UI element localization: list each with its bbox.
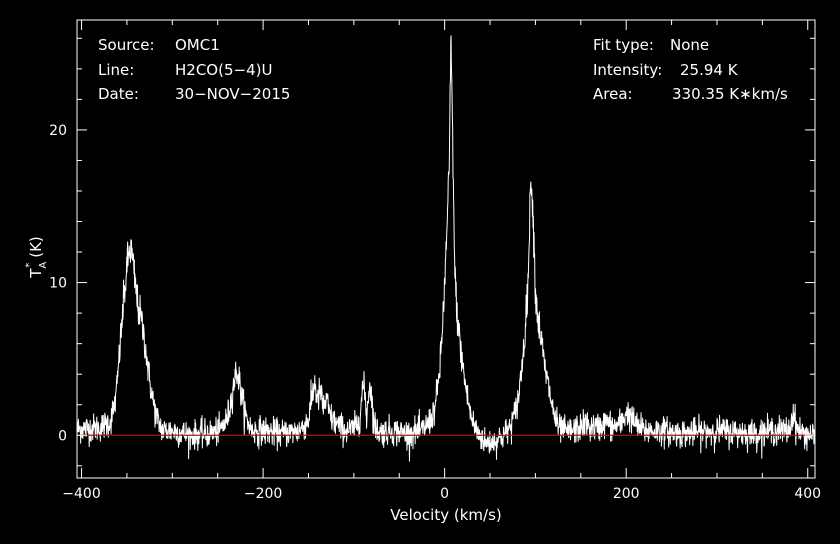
info-block-right: Fit type: None Intensity: 25.94 K Area: … bbox=[593, 36, 788, 103]
info-fit-label: Fit type: bbox=[593, 36, 654, 54]
y-axis-label-superscript: * bbox=[24, 263, 35, 268]
info-line-label: Line: bbox=[98, 61, 134, 79]
axis-ticks bbox=[77, 20, 815, 478]
info-source-value: OMC1 bbox=[175, 36, 220, 54]
info-fit-value: None bbox=[670, 36, 709, 54]
x-tick-label: −400 bbox=[62, 486, 100, 502]
info-intensity-value: 25.94 K bbox=[680, 61, 739, 79]
y-axis-label-subscript: A bbox=[38, 262, 49, 269]
info-source-label: Source: bbox=[98, 36, 155, 54]
info-area-label: Area: bbox=[593, 85, 633, 103]
axis-tick-labels: −400 −200 0 200 400 0 10 20 bbox=[49, 123, 821, 502]
y-tick-label: 20 bbox=[49, 123, 67, 139]
x-tick-label: 200 bbox=[613, 486, 640, 502]
info-line-value: H2CO(5−4)U bbox=[175, 61, 272, 79]
x-axis-label: Velocity (km/s) bbox=[390, 506, 501, 524]
x-tick-label: 400 bbox=[794, 486, 821, 502]
y-tick-label: 0 bbox=[58, 428, 67, 444]
info-block-left: Source: OMC1 Line: H2CO(5−4)U Date: 30−N… bbox=[98, 36, 290, 103]
info-date-label: Date: bbox=[98, 85, 139, 103]
y-tick-label: 10 bbox=[49, 276, 67, 292]
x-tick-label: −200 bbox=[244, 486, 282, 502]
plot-frame bbox=[76, 19, 816, 479]
info-area-value: 330.35 K∗km/s bbox=[672, 85, 788, 103]
spectrum-series-line bbox=[76, 35, 815, 462]
y-axis-label-unit: (K) bbox=[27, 236, 45, 258]
info-date-value: 30−NOV−2015 bbox=[175, 85, 290, 103]
y-axis-label: TA* (K) bbox=[24, 236, 49, 279]
y-axis-label-main: T bbox=[27, 268, 45, 279]
x-tick-label: 0 bbox=[440, 486, 449, 502]
info-intensity-label: Intensity: bbox=[593, 61, 662, 79]
